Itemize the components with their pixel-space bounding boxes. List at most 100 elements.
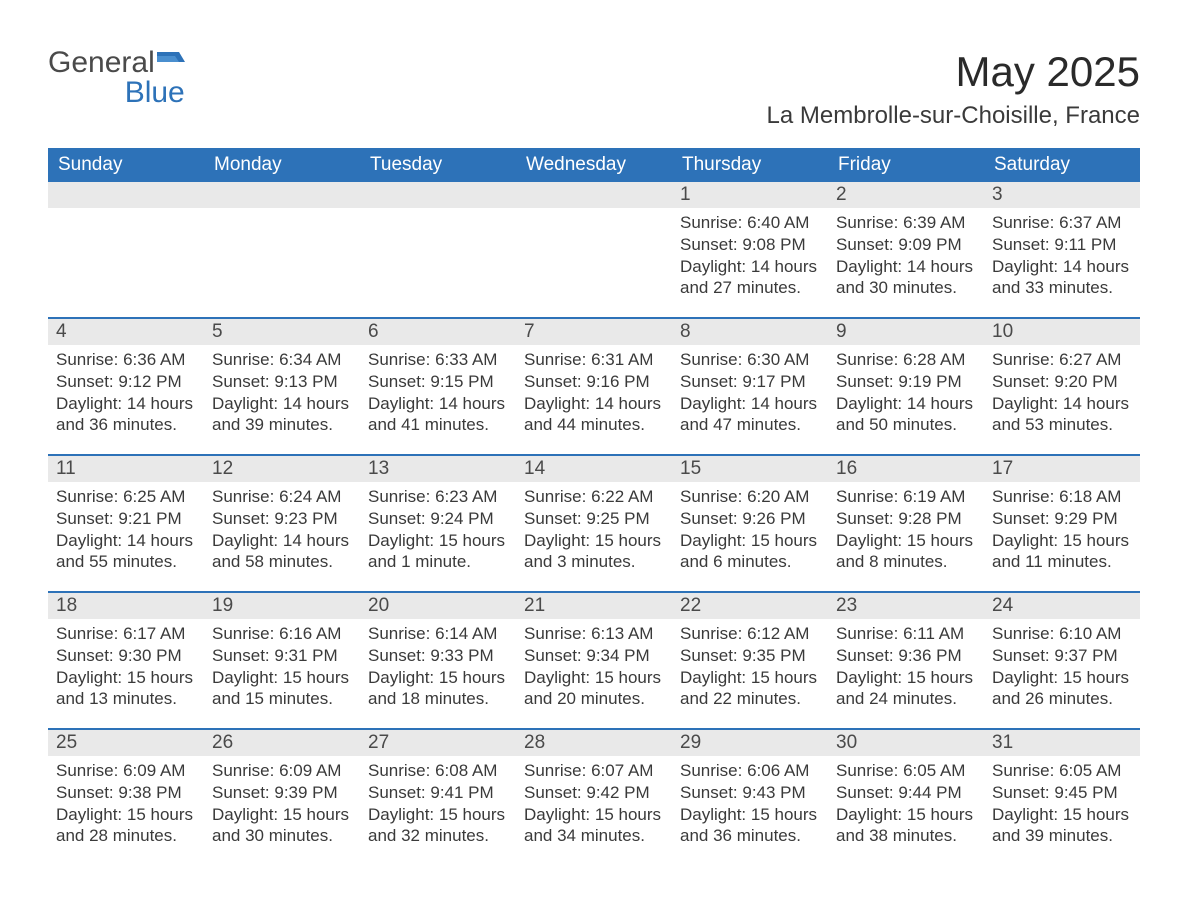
daylight-line: Daylight: 14 hours and 27 minutes. xyxy=(680,256,820,300)
calendar-cell: 17Sunrise: 6:18 AMSunset: 9:29 PMDayligh… xyxy=(984,455,1140,592)
daylight-line: Daylight: 15 hours and 15 minutes. xyxy=(212,667,352,711)
day-content: Sunrise: 6:34 AMSunset: 9:13 PMDaylight:… xyxy=(204,345,360,454)
day-content: Sunrise: 6:06 AMSunset: 9:43 PMDaylight:… xyxy=(672,756,828,865)
sunrise-line: Sunrise: 6:10 AM xyxy=(992,623,1132,645)
day-content: Sunrise: 6:13 AMSunset: 9:34 PMDaylight:… xyxy=(516,619,672,728)
day-content: Sunrise: 6:19 AMSunset: 9:28 PMDaylight:… xyxy=(828,482,984,591)
daylight-line: Daylight: 14 hours and 58 minutes. xyxy=(212,530,352,574)
daylight-line: Daylight: 15 hours and 26 minutes. xyxy=(992,667,1132,711)
day-number: 20 xyxy=(360,593,516,619)
sunset-line: Sunset: 9:29 PM xyxy=(992,508,1132,530)
location-subtitle: La Membrolle-sur-Choisille, France xyxy=(767,102,1140,130)
day-number: 30 xyxy=(828,730,984,756)
day-number: 8 xyxy=(672,319,828,345)
day-content: Sunrise: 6:05 AMSunset: 9:44 PMDaylight:… xyxy=(828,756,984,865)
day-number: 28 xyxy=(516,730,672,756)
page-title: May 2025 xyxy=(767,48,1140,96)
calendar-cell xyxy=(516,182,672,318)
brand-part2: Blue xyxy=(125,76,185,109)
sunrise-line: Sunrise: 6:40 AM xyxy=(680,212,820,234)
daylight-line: Daylight: 15 hours and 11 minutes. xyxy=(992,530,1132,574)
sunrise-line: Sunrise: 6:16 AM xyxy=(212,623,352,645)
sunrise-line: Sunrise: 6:36 AM xyxy=(56,349,196,371)
day-number: 24 xyxy=(984,593,1140,619)
sunrise-line: Sunrise: 6:30 AM xyxy=(680,349,820,371)
day-content: Sunrise: 6:27 AMSunset: 9:20 PMDaylight:… xyxy=(984,345,1140,454)
calendar-cell: 26Sunrise: 6:09 AMSunset: 9:39 PMDayligh… xyxy=(204,729,360,865)
daylight-line: Daylight: 15 hours and 6 minutes. xyxy=(680,530,820,574)
sunset-line: Sunset: 9:23 PM xyxy=(212,508,352,530)
calendar-cell: 8 Sunrise: 6:30 AMSunset: 9:17 PMDaylight… xyxy=(672,318,828,455)
day-content: Sunrise: 6:23 AMSunset: 9:24 PMDaylight:… xyxy=(360,482,516,591)
day-content: Sunrise: 6:12 AMSunset: 9:35 PMDaylight:… xyxy=(672,619,828,728)
day-number: 2 xyxy=(828,182,984,208)
sunset-line: Sunset: 9:17 PM xyxy=(680,371,820,393)
sunrise-line: Sunrise: 6:23 AM xyxy=(368,486,508,508)
calendar-cell xyxy=(360,182,516,318)
day-content: Sunrise: 6:39 AMSunset: 9:09 PMDaylight:… xyxy=(828,208,984,317)
day-number: 10 xyxy=(984,319,1140,345)
day-number: 15 xyxy=(672,456,828,482)
day-number: 19 xyxy=(204,593,360,619)
day-number: 7 xyxy=(516,319,672,345)
day-number: 18 xyxy=(48,593,204,619)
sunrise-line: Sunrise: 6:28 AM xyxy=(836,349,976,371)
daylight-line: Daylight: 15 hours and 22 minutes. xyxy=(680,667,820,711)
sunrise-line: Sunrise: 6:24 AM xyxy=(212,486,352,508)
day-number: 4 xyxy=(48,319,204,345)
daylight-line: Daylight: 14 hours and 39 minutes. xyxy=(212,393,352,437)
calendar-cell xyxy=(204,182,360,318)
day-content: Sunrise: 6:08 AMSunset: 9:41 PMDaylight:… xyxy=(360,756,516,865)
sunset-line: Sunset: 9:39 PM xyxy=(212,782,352,804)
day-content: Sunrise: 6:18 AMSunset: 9:29 PMDaylight:… xyxy=(984,482,1140,591)
daylight-line: Daylight: 15 hours and 18 minutes. xyxy=(368,667,508,711)
sunrise-line: Sunrise: 6:09 AM xyxy=(212,760,352,782)
daylight-line: Daylight: 15 hours and 3 minutes. xyxy=(524,530,664,574)
daylight-line: Daylight: 15 hours and 28 minutes. xyxy=(56,804,196,848)
sunrise-line: Sunrise: 6:33 AM xyxy=(368,349,508,371)
day-number: 5 xyxy=(204,319,360,345)
sunset-line: Sunset: 9:30 PM xyxy=(56,645,196,667)
daylight-line: Daylight: 15 hours and 13 minutes. xyxy=(56,667,196,711)
calendar-cell: 14Sunrise: 6:22 AMSunset: 9:25 PMDayligh… xyxy=(516,455,672,592)
sunset-line: Sunset: 9:16 PM xyxy=(524,371,664,393)
sunset-line: Sunset: 9:31 PM xyxy=(212,645,352,667)
sunset-line: Sunset: 9:38 PM xyxy=(56,782,196,804)
daylight-line: Daylight: 15 hours and 24 minutes. xyxy=(836,667,976,711)
calendar-cell: 11Sunrise: 6:25 AMSunset: 9:21 PMDayligh… xyxy=(48,455,204,592)
day-number: 29 xyxy=(672,730,828,756)
day-number: 14 xyxy=(516,456,672,482)
sunrise-line: Sunrise: 6:27 AM xyxy=(992,349,1132,371)
day-content: Sunrise: 6:14 AMSunset: 9:33 PMDaylight:… xyxy=(360,619,516,728)
calendar-cell: 3Sunrise: 6:37 AMSunset: 9:11 PMDaylight… xyxy=(984,182,1140,318)
day-content: Sunrise: 6:05 AMSunset: 9:45 PMDaylight:… xyxy=(984,756,1140,865)
sunrise-line: Sunrise: 6:08 AM xyxy=(368,760,508,782)
brand-logo: General Blue xyxy=(48,48,185,108)
day-content: Sunrise: 6:40 AMSunset: 9:08 PMDaylight:… xyxy=(672,208,828,317)
day-content: Sunrise: 6:09 AMSunset: 9:39 PMDaylight:… xyxy=(204,756,360,865)
calendar-cell: 10Sunrise: 6:27 AMSunset: 9:20 PMDayligh… xyxy=(984,318,1140,455)
daylight-line: Daylight: 15 hours and 32 minutes. xyxy=(368,804,508,848)
day-number xyxy=(516,182,672,208)
day-content: Sunrise: 6:11 AMSunset: 9:36 PMDaylight:… xyxy=(828,619,984,728)
day-content: Sunrise: 6:16 AMSunset: 9:31 PMDaylight:… xyxy=(204,619,360,728)
day-number: 1 xyxy=(672,182,828,208)
day-number xyxy=(204,182,360,208)
sunrise-line: Sunrise: 6:37 AM xyxy=(992,212,1132,234)
day-number: 11 xyxy=(48,456,204,482)
day-number: 9 xyxy=(828,319,984,345)
sunrise-line: Sunrise: 6:39 AM xyxy=(836,212,976,234)
daylight-line: Daylight: 14 hours and 44 minutes. xyxy=(524,393,664,437)
day-header: Thursday xyxy=(672,148,828,182)
day-content: Sunrise: 6:28 AMSunset: 9:19 PMDaylight:… xyxy=(828,345,984,454)
calendar-cell: 19Sunrise: 6:16 AMSunset: 9:31 PMDayligh… xyxy=(204,592,360,729)
day-number: 21 xyxy=(516,593,672,619)
daylight-line: Daylight: 14 hours and 47 minutes. xyxy=(680,393,820,437)
calendar-cell: 22Sunrise: 6:12 AMSunset: 9:35 PMDayligh… xyxy=(672,592,828,729)
calendar-cell: 12Sunrise: 6:24 AMSunset: 9:23 PMDayligh… xyxy=(204,455,360,592)
sunrise-line: Sunrise: 6:07 AM xyxy=(524,760,664,782)
day-content: Sunrise: 6:37 AMSunset: 9:11 PMDaylight:… xyxy=(984,208,1140,317)
day-content xyxy=(360,208,516,316)
day-content: Sunrise: 6:33 AMSunset: 9:15 PMDaylight:… xyxy=(360,345,516,454)
day-number: 25 xyxy=(48,730,204,756)
